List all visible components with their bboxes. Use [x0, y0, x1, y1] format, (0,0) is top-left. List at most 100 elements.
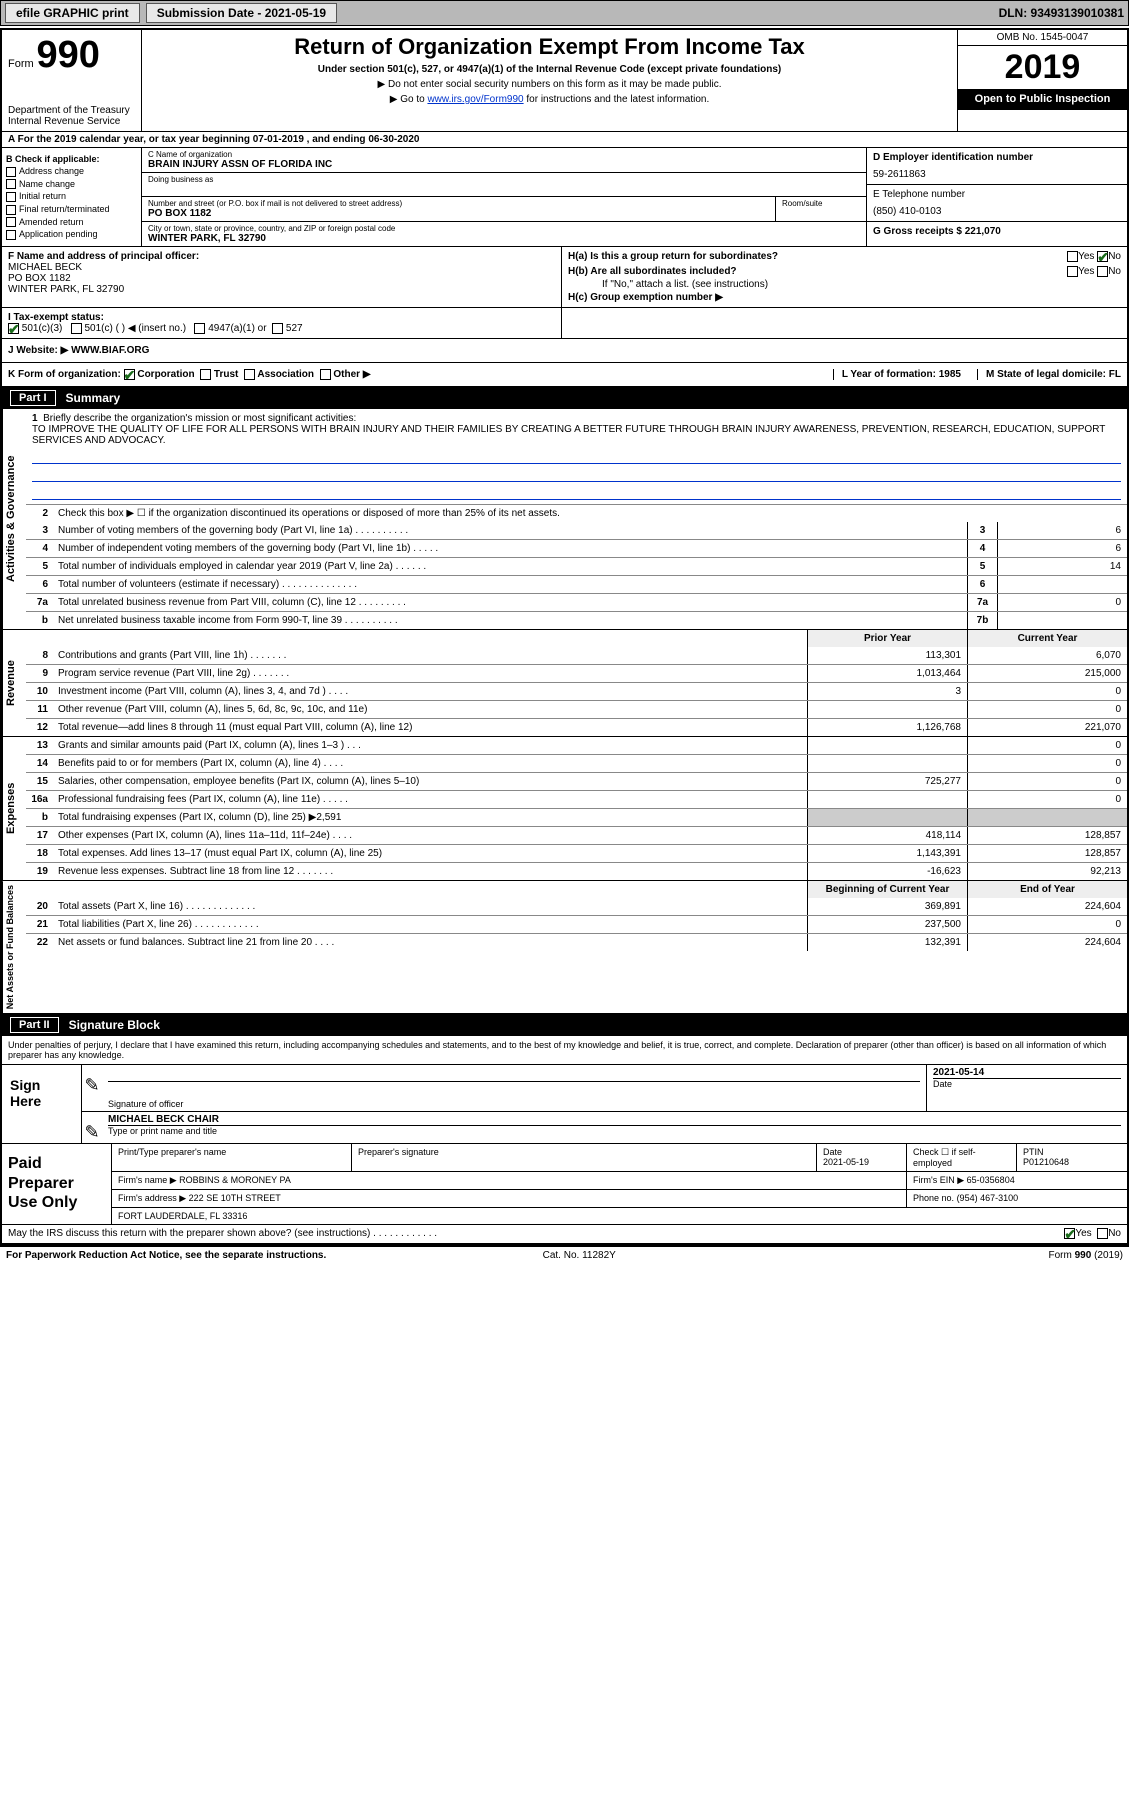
pen-icon-2: ✎	[82, 1112, 102, 1143]
part-1-title: Summary	[66, 391, 121, 405]
firm-name-lbl: Firm's name ▶	[118, 1175, 177, 1185]
discuss-yes-checkbox[interactable]	[1064, 1228, 1075, 1239]
phone-cell: E Telephone number (850) 410-0103	[867, 185, 1127, 222]
firm-addr2: FORT LAUDERDALE, FL 33316	[112, 1208, 1127, 1224]
street-cell: Number and street (or P.O. box if mail i…	[142, 197, 776, 221]
sign-here-label: Sign Here	[2, 1065, 82, 1143]
chk-initial-return[interactable]: Initial return	[6, 191, 137, 202]
mission-label: Briefly describe the organization's miss…	[43, 413, 356, 424]
firm-phone-lbl: Phone no.	[913, 1193, 954, 1203]
ha-yes-checkbox[interactable]	[1067, 251, 1078, 262]
chk-app-pending[interactable]: Application pending	[6, 229, 137, 240]
efile-button[interactable]: efile GRAPHIC print	[5, 3, 140, 23]
principal-officer: F Name and address of principal officer:…	[2, 247, 562, 307]
page-footer: For Paperwork Reduction Act Notice, see …	[0, 1247, 1129, 1264]
sig-name-value: MICHAEL BECK CHAIR	[108, 1114, 1121, 1125]
m-state-domicile: M State of legal domicile: FL	[977, 369, 1121, 380]
discuss-yes: Yes	[1075, 1229, 1091, 1240]
form-id-block: Form 990 Department of the Treasury Inte…	[2, 30, 142, 131]
group-return: H(a) Is this a group return for subordin…	[562, 247, 1127, 307]
chk-other[interactable]	[320, 369, 331, 380]
part-2-label: Part II	[10, 1017, 59, 1033]
city-cell: City or town, state or province, country…	[142, 222, 866, 246]
signature-declaration: Under penalties of perjury, I declare th…	[2, 1036, 1127, 1065]
chk-527[interactable]	[272, 323, 283, 334]
tab-governance: Activities & Governance	[2, 409, 26, 629]
sig-officer-label: Signature of officer	[108, 1099, 920, 1109]
lbl-527: 527	[286, 323, 303, 334]
chk-501c[interactable]	[71, 323, 82, 334]
hb-label: H(b) Are all subordinates included?	[568, 266, 737, 277]
part-1-label: Part I	[10, 390, 56, 406]
gov-line-3: 3Number of voting members of the governi…	[26, 522, 1127, 539]
tab-expenses: Expenses	[2, 737, 26, 880]
line-15: 15Salaries, other compensation, employee…	[26, 772, 1127, 790]
form-note-link: ▶ Go to www.irs.gov/Form990 for instruct…	[150, 94, 949, 105]
gov-line-6: 6Total number of volunteers (estimate if…	[26, 575, 1127, 593]
form-header: Form 990 Department of the Treasury Inte…	[2, 30, 1127, 132]
check-applicable: B Check if applicable: Address change Na…	[2, 148, 142, 246]
omb-number: OMB No. 1545-0047	[958, 30, 1127, 46]
discuss-no: No	[1108, 1229, 1121, 1240]
form-note-ssn: ▶ Do not enter social security numbers o…	[150, 79, 949, 90]
begin-year-hdr: Beginning of Current Year	[807, 881, 967, 898]
hb-no-checkbox[interactable]	[1097, 266, 1108, 277]
chk-assoc[interactable]	[244, 369, 255, 380]
chk-address-change[interactable]: Address change	[6, 166, 137, 177]
net-header: Beginning of Current Year End of Year	[26, 881, 1127, 898]
irs-link[interactable]: www.irs.gov/Form990	[427, 94, 523, 105]
lbl-501c: 501(c) ( ) ◀ (insert no.)	[84, 323, 186, 334]
addr-label: Number and street (or P.O. box if mail i…	[148, 199, 769, 208]
g-label: G Gross receipts $ 221,070	[873, 226, 1121, 237]
chk-501c3[interactable]	[8, 323, 19, 334]
officer-group-row: F Name and address of principal officer:…	[2, 247, 1127, 308]
form-title: Return of Organization Exempt From Incom…	[150, 34, 949, 60]
city-value: WINTER PARK, FL 32790	[148, 233, 860, 244]
chk-final-return[interactable]: Final return/terminated	[6, 204, 137, 215]
prep-sig-hdr: Preparer's signature	[352, 1144, 817, 1171]
gov-line-5: 5Total number of individuals employed in…	[26, 557, 1127, 575]
line-19: 19Revenue less expenses. Subtract line 1…	[26, 862, 1127, 880]
form-number: 990	[36, 34, 99, 76]
k-label: K Form of organization:	[8, 369, 121, 380]
ein-cell: D Employer identification number 59-2611…	[867, 148, 1127, 185]
sig-name-label: Type or print name and title	[108, 1125, 1121, 1136]
form-label: Form	[8, 58, 34, 70]
discuss-no-checkbox[interactable]	[1097, 1228, 1108, 1239]
prep-date-val: 2021-05-19	[823, 1157, 869, 1167]
part-2-header: Part II Signature Block	[2, 1014, 1127, 1036]
line-13: 13Grants and similar amounts paid (Part …	[26, 737, 1127, 754]
chk-corp[interactable]	[124, 369, 135, 380]
paperwork-notice: For Paperwork Reduction Act Notice, see …	[6, 1250, 326, 1261]
note-pre: ▶ Go to	[390, 94, 428, 105]
chk-name-change[interactable]: Name change	[6, 179, 137, 190]
sig-date-label: Date	[933, 1078, 1121, 1089]
hb-yes-checkbox[interactable]	[1067, 266, 1078, 277]
sign-here-block: Sign Here ✎ Signature of officer 2021-05…	[2, 1065, 1127, 1144]
lbl-trust: Trust	[214, 369, 238, 380]
tax-status-row: I Tax-exempt status: 501(c)(3) 501(c) ( …	[2, 308, 1127, 339]
prior-year-hdr: Prior Year	[807, 630, 967, 647]
yes-label: Yes	[1078, 251, 1094, 262]
firm-ein-val: 65-0356804	[967, 1175, 1015, 1185]
gov-line-b: bNet unrelated business taxable income f…	[26, 611, 1127, 629]
self-employed-hdr: Check ☐ if self-employed	[907, 1144, 1017, 1171]
line-17: 17Other expenses (Part IX, column (A), l…	[26, 826, 1127, 844]
room-cell: Room/suite	[776, 197, 866, 221]
chk-trust[interactable]	[200, 369, 211, 380]
hb-note: If "No," attach a list. (see instruction…	[568, 279, 1121, 290]
paid-preparer-block: Paid Preparer Use Only Print/Type prepar…	[2, 1144, 1127, 1225]
firm-phone-val: (954) 467-3100	[957, 1193, 1019, 1203]
cat-no: Cat. No. 11282Y	[543, 1250, 616, 1261]
name-address-block: C Name of organization BRAIN INJURY ASSN…	[142, 148, 867, 246]
line-8: 8Contributions and grants (Part VIII, li…	[26, 647, 1127, 664]
chk-4947[interactable]	[194, 323, 205, 334]
ha-no-checkbox[interactable]	[1097, 251, 1108, 262]
chk-amended[interactable]: Amended return	[6, 217, 137, 228]
section-governance: Activities & Governance 1 Briefly descri…	[2, 409, 1127, 630]
ha-label: H(a) Is this a group return for subordin…	[568, 251, 778, 262]
submission-date-button[interactable]: Submission Date - 2021-05-19	[146, 3, 337, 23]
line-11: 11Other revenue (Part VIII, column (A), …	[26, 700, 1127, 718]
form-org-row: K Form of organization: Corporation Trus…	[2, 363, 1127, 387]
hc-row: H(c) Group exemption number ▶	[568, 292, 1121, 303]
